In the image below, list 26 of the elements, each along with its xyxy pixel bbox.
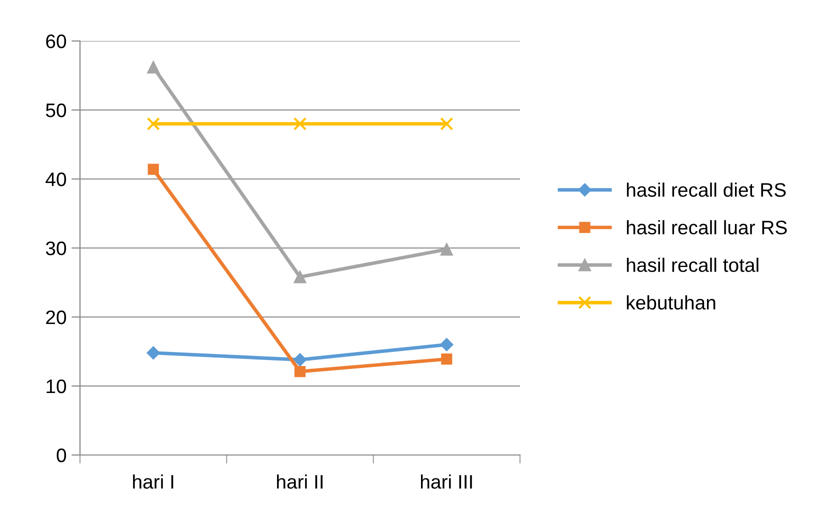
legend-label: hasil recall total bbox=[626, 258, 758, 272]
point bbox=[440, 117, 454, 130]
point bbox=[440, 243, 453, 256]
y-tick-label: 0 bbox=[56, 448, 66, 462]
point bbox=[146, 117, 160, 130]
y-tick-label: 10 bbox=[46, 379, 66, 394]
y-tick-label: 60 bbox=[46, 34, 66, 48]
point bbox=[146, 346, 160, 360]
y-tick-label: 40 bbox=[46, 172, 66, 186]
point bbox=[440, 338, 454, 352]
point bbox=[148, 164, 159, 175]
y-tick-label: 30 bbox=[46, 241, 66, 256]
point bbox=[294, 366, 306, 378]
x-tick-label: hari II bbox=[277, 474, 323, 489]
x-tick-label: hari III bbox=[421, 474, 472, 489]
x-tick-label: hari I bbox=[133, 474, 174, 489]
y-tick-label: 20 bbox=[46, 310, 66, 324]
y-tick-label: 50 bbox=[46, 103, 66, 118]
point bbox=[441, 354, 452, 365]
legend-label: hasil recall diet RS bbox=[626, 182, 786, 197]
point bbox=[147, 60, 160, 74]
legend-label: kebutuhan bbox=[626, 295, 716, 310]
point bbox=[293, 353, 307, 366]
point bbox=[293, 117, 307, 130]
legend-label: hasil recall luar RS bbox=[626, 220, 787, 234]
point bbox=[294, 270, 306, 284]
